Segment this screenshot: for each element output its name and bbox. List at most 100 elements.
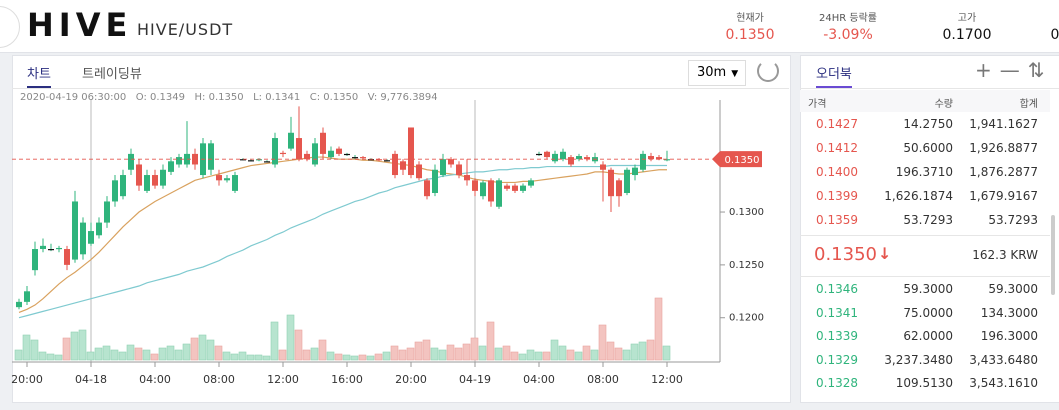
- candle-body: [496, 180, 502, 207]
- orderbook-row: 0.1339 62.0000 196.3000: [800, 324, 1050, 348]
- candle-body: [584, 157, 590, 160]
- price: 0.1427: [816, 117, 858, 131]
- total: 196.3000: [980, 329, 1038, 343]
- volume-bar: [654, 297, 663, 361]
- volume-bar: [614, 347, 623, 361]
- x-tick-label: 04-18: [75, 373, 107, 386]
- last-price-row: 0.1350 ↓ 162.3 KRW: [800, 235, 1050, 277]
- volume-bar: [46, 353, 55, 361]
- orderbook-row: 0.1427 14.2750 1,941.1627: [800, 112, 1050, 136]
- x-tick-label: 20:00: [11, 373, 43, 386]
- last-price: 0.1350: [814, 244, 877, 265]
- volume-bar: [206, 339, 215, 361]
- quantity: 75.0000: [903, 305, 953, 320]
- volume-bar: [38, 351, 47, 361]
- candle-body: [112, 180, 118, 202]
- candle-body: [40, 245, 46, 250]
- column-header: 합계: [1019, 99, 1038, 110]
- candle-body: [64, 249, 70, 265]
- volume-bar: [446, 344, 455, 361]
- volume-bar: [622, 349, 631, 361]
- orderbook-row: 0.1346 59.3000 59.3000: [800, 277, 1050, 301]
- stat-label: 현재가: [736, 13, 764, 24]
- stat-value: -3.09%: [823, 27, 873, 43]
- volume-bar: [158, 347, 167, 361]
- interval-select[interactable]: 30m ▼: [688, 60, 746, 86]
- volume-bar: [350, 355, 359, 361]
- volume-bar: [190, 337, 199, 361]
- total: 1,926.8877: [969, 141, 1038, 155]
- orderbook-panel: [800, 55, 1059, 403]
- candle-body: [552, 153, 558, 162]
- volume-bar: [454, 347, 463, 361]
- volume-bar: [230, 353, 239, 361]
- candle-body: [472, 180, 478, 191]
- volume-bar: [398, 349, 407, 361]
- quantity: 53.7293: [903, 213, 953, 227]
- candle-body: [632, 167, 638, 176]
- candle-body: [176, 157, 182, 165]
- orderbook-row: 0.1359 53.7293 53.7293: [800, 208, 1050, 232]
- orderbook-icons[interactable]: +—⇅: [975, 58, 1053, 82]
- candle-body: [368, 159, 374, 161]
- volume-bar: [646, 339, 655, 361]
- price: 0.1329: [816, 352, 858, 367]
- candle-body: [80, 222, 86, 255]
- candle-body: [352, 157, 358, 159]
- volume-bar: [302, 349, 311, 361]
- volume-bar: [286, 314, 295, 361]
- volume-bar: [134, 347, 143, 361]
- volume-bar: [22, 334, 31, 361]
- quantity: 62.0000: [903, 329, 953, 343]
- tab-tradingview[interactable]: 트레이딩뷰: [82, 67, 142, 82]
- volume-bar: [70, 331, 79, 361]
- candle-body: [512, 185, 518, 191]
- candle-body: [432, 169, 438, 194]
- candle-body: [144, 175, 150, 191]
- x-tick-label: 04:00: [523, 373, 555, 386]
- orderbook-row: 0.1412 50.6000 1,926.8877: [800, 136, 1050, 160]
- y-tick-label: 0.1300: [729, 207, 764, 218]
- volume-bar: [598, 324, 607, 361]
- candle-body: [224, 178, 230, 181]
- volume-bar: [550, 339, 559, 361]
- candle-body: [120, 175, 126, 197]
- candle-body: [520, 185, 526, 191]
- candle-body: [288, 132, 294, 149]
- candle-body: [464, 175, 470, 181]
- volume-bar: [438, 349, 447, 361]
- candle-body: [408, 127, 414, 176]
- volume-bar: [590, 349, 599, 361]
- quantity: 50.6000: [903, 141, 953, 155]
- refresh-button[interactable]: [757, 60, 779, 82]
- volume-bar: [182, 343, 191, 361]
- volume-bar: [126, 344, 135, 361]
- volume-bar: [662, 345, 671, 361]
- volume-bar: [630, 343, 639, 361]
- candle-body: [264, 161, 270, 163]
- candle-body: [560, 151, 566, 160]
- candle-body: [400, 161, 406, 170]
- candle-body: [160, 169, 166, 186]
- x-tick-label: 04-19: [459, 373, 491, 386]
- total: 134.3000: [980, 305, 1038, 320]
- volume-bar: [262, 355, 271, 361]
- orderbook-title[interactable]: 오더북: [816, 63, 852, 88]
- candle-body: [96, 222, 102, 236]
- total: 59.3000: [988, 282, 1038, 296]
- x-tick-label: 20:00: [395, 373, 427, 386]
- dropdown-arrow: ▼: [731, 69, 739, 79]
- down-arrow: ↓: [878, 244, 892, 263]
- volume-bar: [150, 353, 159, 361]
- column-header: 수량: [934, 99, 953, 110]
- tab-chart[interactable]: 차트: [27, 63, 51, 88]
- candle-body: [72, 201, 78, 260]
- candle-body: [344, 153, 350, 156]
- candle-body: [88, 231, 94, 244]
- price: 0.1400: [816, 165, 858, 179]
- stat-value: 0.1350: [725, 27, 775, 43]
- volume-bar: [390, 345, 399, 361]
- price: 0.1346: [816, 282, 858, 296]
- volume-bar: [638, 341, 647, 361]
